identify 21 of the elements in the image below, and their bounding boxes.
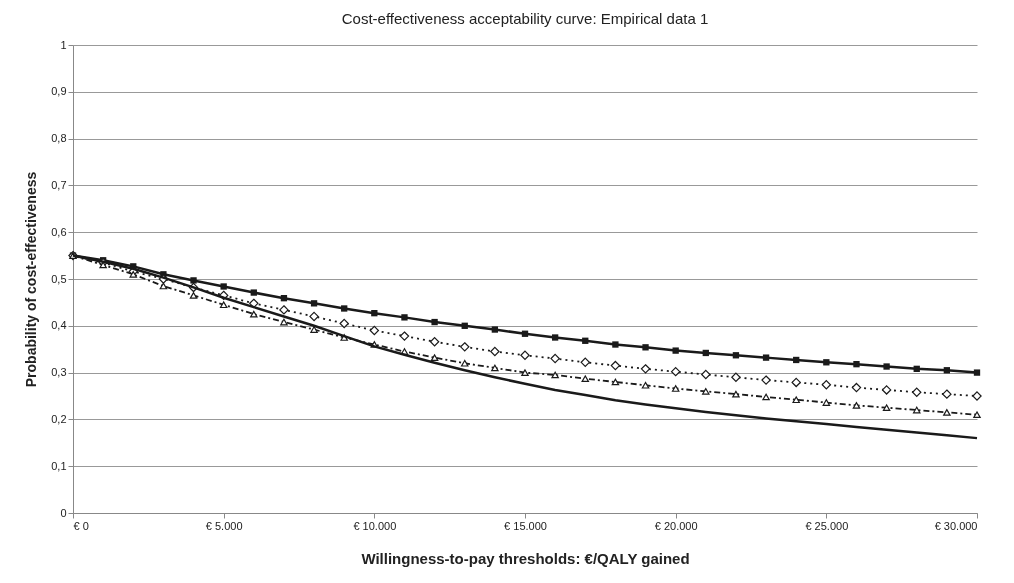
x-axis-title: Willingness-to-pay thresholds: €/QALY gained xyxy=(361,549,690,567)
x-tick-label: € 25.000 xyxy=(805,519,849,532)
y-tick-label: 0,4 xyxy=(51,319,67,332)
y-tick-label: 1 xyxy=(60,38,67,51)
y-axis-title: Probability of cost-effectiveness xyxy=(23,171,40,388)
x-tick-label: € 20.000 xyxy=(654,519,698,532)
x-tick-label: € 15.000 xyxy=(504,519,547,532)
x-tick-label: € 0 xyxy=(73,519,89,532)
y-tick-label: 0,8 xyxy=(51,132,67,145)
x-tick-label: € 10.000 xyxy=(353,519,397,532)
x-tick-label: € 30.000 xyxy=(934,519,978,532)
x-tick-label: € 5.000 xyxy=(205,519,243,532)
y-tick-label: 0,7 xyxy=(51,178,67,191)
y-tick-label: 0,1 xyxy=(51,459,67,472)
y-tick-label: 0,5 xyxy=(51,272,67,285)
y-tick-label: 0,3 xyxy=(51,366,67,379)
chart-title: Cost-effectiveness acceptability curve: Empirical data 1 xyxy=(341,10,709,27)
y-tick-label: 0,9 xyxy=(51,85,67,98)
y-tick-label: 0,6 xyxy=(51,225,67,238)
y-tick-label: 0 xyxy=(60,506,67,519)
y-tick-label: 0,2 xyxy=(51,412,67,425)
